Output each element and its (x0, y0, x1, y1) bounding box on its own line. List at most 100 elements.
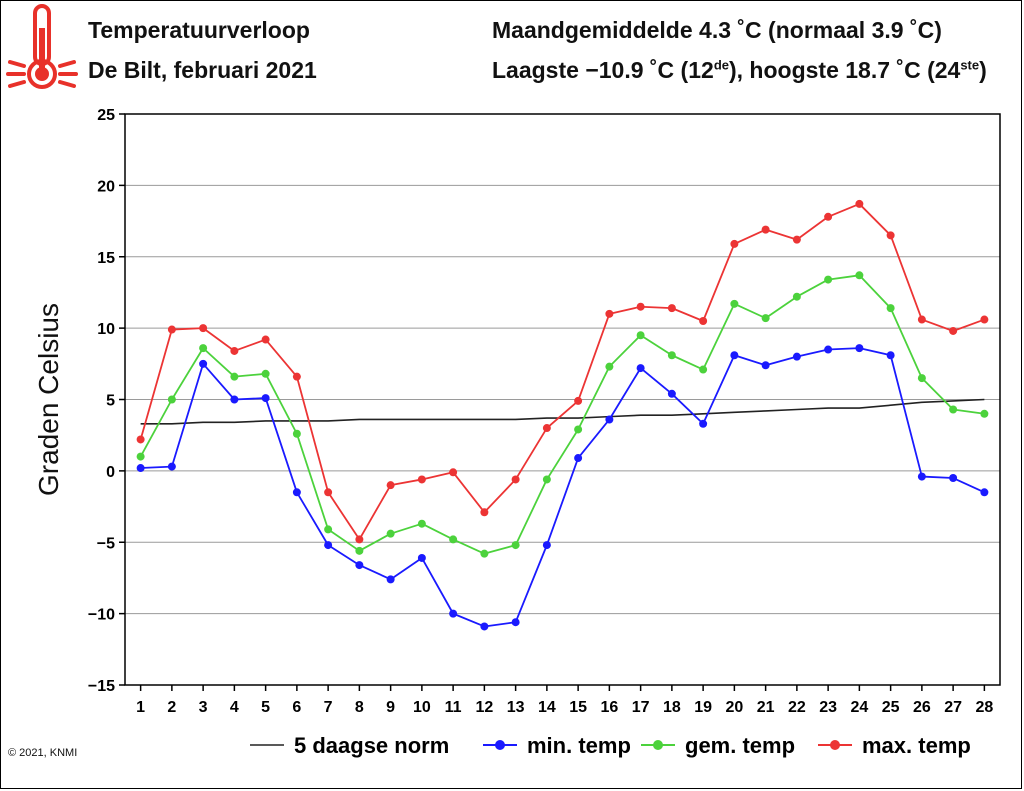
data-point-min (949, 474, 958, 483)
x-tick-label: 9 (386, 699, 395, 716)
data-point-gem (136, 452, 145, 461)
data-point-min (730, 351, 739, 360)
x-tick-label: 14 (538, 699, 556, 716)
data-point-min (886, 351, 895, 360)
legend-label-norm: 5 daagse norm (294, 733, 449, 758)
data-point-gem (667, 351, 676, 360)
x-tick-label: 16 (600, 699, 618, 716)
data-point-min (292, 488, 301, 497)
data-point-min (792, 352, 801, 361)
data-point-gem (480, 549, 489, 558)
data-point-max (824, 212, 833, 221)
x-tick-label: 21 (757, 699, 775, 716)
x-tick-label: 2 (167, 699, 176, 716)
data-point-min (824, 345, 833, 354)
data-point-min (667, 389, 676, 398)
x-tick-label: 28 (975, 699, 993, 716)
x-tick-label: 1 (136, 699, 145, 716)
y-tick-label: 0 (106, 464, 115, 481)
copyright: © 2021, KNMI (8, 747, 78, 759)
data-point-min (324, 541, 333, 550)
extremes-stat: Laagste −10.9 ˚C (12de), hoogste 18.7 ˚C… (492, 57, 987, 84)
data-point-max (636, 302, 645, 311)
data-point-max (730, 239, 739, 248)
x-tick-label: 19 (694, 699, 712, 716)
data-point-max (292, 372, 301, 381)
data-point-max (480, 508, 489, 517)
x-tick-label: 22 (788, 699, 806, 716)
data-point-max (542, 424, 551, 433)
legend-marker-min (495, 740, 505, 750)
data-point-min (449, 609, 458, 618)
data-point-min (511, 618, 520, 627)
data-point-max (230, 346, 239, 355)
legend-marker-gem (653, 740, 663, 750)
data-point-min (574, 454, 583, 463)
data-point-max (667, 304, 676, 313)
data-point-max (261, 335, 270, 344)
data-point-max (167, 325, 176, 334)
data-point-gem (261, 369, 270, 378)
y-tick-label: 15 (97, 250, 115, 267)
data-point-max (199, 324, 208, 333)
data-point-max (699, 316, 708, 325)
data-point-min (761, 361, 770, 370)
data-point-max (417, 475, 426, 484)
data-point-min (605, 415, 614, 424)
x-tick-label: 13 (507, 699, 525, 716)
data-point-gem (199, 344, 208, 353)
data-point-gem (511, 541, 520, 550)
data-point-gem (855, 271, 864, 280)
data-point-max (855, 199, 864, 208)
data-point-max (792, 235, 801, 244)
data-point-max (324, 488, 333, 497)
data-point-min (386, 575, 395, 584)
y-tick-label: 25 (97, 107, 115, 124)
data-point-gem (449, 535, 458, 544)
data-point-gem (324, 525, 333, 534)
data-point-max (449, 468, 458, 477)
data-point-gem (542, 475, 551, 484)
data-point-min (199, 359, 208, 368)
data-point-min (980, 488, 989, 497)
legend-label-min: min. temp (527, 733, 631, 758)
data-point-gem (730, 299, 739, 308)
x-tick-label: 3 (199, 699, 208, 716)
data-point-max (511, 475, 520, 484)
data-point-gem (980, 409, 989, 418)
series-line-max (139, 203, 985, 541)
x-tick-label: 24 (850, 699, 868, 716)
legend-marker-max (830, 740, 840, 750)
data-point-min (167, 462, 176, 471)
data-point-gem (699, 365, 708, 374)
data-point-gem (230, 372, 239, 381)
data-point-max (980, 315, 989, 324)
x-tick-label: 18 (663, 699, 681, 716)
data-point-min (261, 394, 270, 403)
data-point-gem (574, 425, 583, 434)
x-tick-label: 26 (913, 699, 931, 716)
data-point-min (699, 419, 708, 428)
data-point-gem (824, 275, 833, 284)
extremes-text-1: Laagste −10.9 ˚C (12 (492, 57, 714, 83)
x-tick-label: 6 (292, 699, 301, 716)
data-point-max (386, 481, 395, 490)
data-point-min (636, 364, 645, 373)
x-tick-label: 27 (944, 699, 962, 716)
y-tick-label: −10 (88, 607, 115, 624)
data-point-gem (386, 529, 395, 538)
data-point-max (761, 225, 770, 234)
thermometer-icon (6, 4, 78, 89)
series-line-norm (140, 398, 985, 425)
data-point-gem (636, 331, 645, 340)
x-tick-label: 8 (355, 699, 364, 716)
data-point-gem (949, 405, 958, 414)
data-point-gem (761, 314, 770, 323)
x-tick-label: 17 (632, 699, 650, 716)
extremes-sup-2: ste (960, 57, 980, 73)
data-point-max (574, 396, 583, 405)
extremes-text-2: ), hoogste 18.7 ˚C (24 (728, 57, 961, 83)
x-tick-label: 4 (230, 699, 239, 716)
x-tick-label: 23 (819, 699, 837, 716)
